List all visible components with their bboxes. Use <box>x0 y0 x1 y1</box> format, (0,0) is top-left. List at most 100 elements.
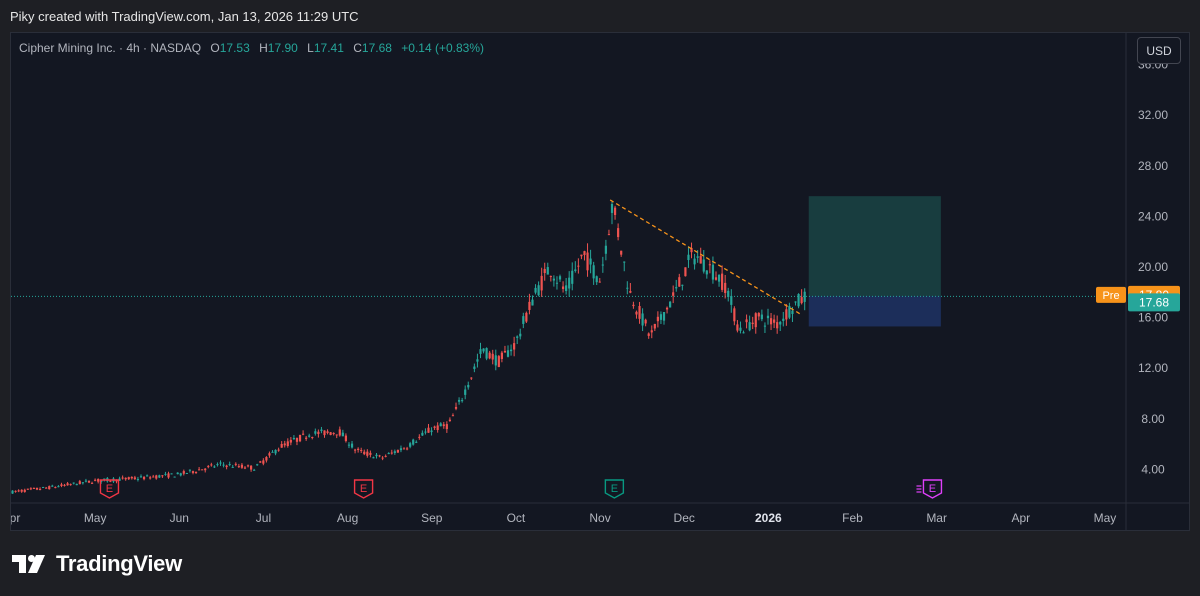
candle-body <box>142 477 146 480</box>
candle-body <box>35 487 39 490</box>
candle-body <box>708 264 711 266</box>
candle-body <box>711 264 715 280</box>
candle-body <box>240 464 244 468</box>
candle-body <box>757 312 760 317</box>
symbol-legend: Cipher Mining Inc. · 4h · NASDAQ O17.53 … <box>19 41 484 55</box>
candle-body <box>246 465 250 467</box>
candle-body <box>222 464 225 466</box>
price-axis-tick: 16.00 <box>1138 311 1168 325</box>
candle-body <box>641 313 644 326</box>
candle-body <box>20 489 23 492</box>
candle-body <box>219 462 222 464</box>
candle-body <box>454 406 458 409</box>
candle-body <box>75 483 78 486</box>
price-axis-tick: 28.00 <box>1138 159 1168 173</box>
candle-body <box>424 431 427 433</box>
candle-body <box>11 490 14 494</box>
earnings-marker-label: E <box>360 483 367 495</box>
candle-body <box>213 466 216 468</box>
close-value: 17.68 <box>361 41 392 55</box>
candle-body <box>152 476 155 478</box>
open-label: O <box>210 41 220 55</box>
candle-body <box>457 399 461 402</box>
candle-body <box>42 486 45 488</box>
last-price-label: 17.68 <box>1139 295 1169 309</box>
candle-body <box>347 444 351 446</box>
candle-body <box>262 460 265 464</box>
time-axis-tick: Feb <box>842 511 863 525</box>
candle-body <box>176 472 179 475</box>
candle-body <box>78 481 81 485</box>
chart-panel[interactable]: 4.00 8.00 12.00 16.00 20.00 24.00 28.00 32.00 36… <box>10 32 1190 531</box>
time-axis-tick: Apr <box>11 511 20 525</box>
candle-body <box>607 234 611 236</box>
candle-body <box>23 489 26 492</box>
candle-body <box>170 473 173 475</box>
candle-body <box>338 429 341 436</box>
candle-body <box>372 457 375 459</box>
candle-body <box>693 258 696 265</box>
candle-body <box>341 432 344 437</box>
candle-body <box>357 448 360 450</box>
candle-body <box>277 449 280 451</box>
candle-body <box>736 324 739 331</box>
candle-body <box>571 270 574 284</box>
candle-body <box>445 424 448 430</box>
candle-body <box>488 352 491 359</box>
candle-body <box>210 464 213 466</box>
candle-body <box>207 466 210 468</box>
candle-body <box>681 284 684 286</box>
tradingview-brand[interactable]: TradingView <box>12 551 182 577</box>
high-label: H <box>259 41 268 55</box>
candle-body <box>375 454 378 457</box>
candle-body <box>390 452 393 454</box>
symbol-title: Cipher Mining Inc. · 4h · NASDAQ <box>19 41 202 55</box>
candle-body <box>794 301 797 303</box>
candle-body <box>381 457 384 459</box>
candle-body <box>797 293 800 307</box>
brand-name: TradingView <box>56 551 182 576</box>
candle-body <box>54 487 57 489</box>
price-chart[interactable]: 4.008.0012.0016.0020.0024.0028.0032.0036… <box>11 33 1190 531</box>
candle-body <box>198 469 201 471</box>
candle-body <box>659 314 663 320</box>
candle-body <box>669 301 672 308</box>
candle-body <box>384 455 387 457</box>
time-axis-tick: Jun <box>170 511 189 525</box>
candle-body <box>721 273 724 290</box>
candle-body <box>470 377 473 379</box>
candle-body <box>326 431 329 433</box>
candle-body <box>482 348 485 352</box>
candle-body <box>776 322 779 329</box>
candle-body <box>534 287 537 293</box>
candle-body <box>409 443 412 447</box>
candle-body <box>503 350 507 353</box>
candle-body <box>387 453 390 455</box>
time-axis-tick: Nov <box>589 511 610 525</box>
time-axis-tick: May <box>84 511 107 525</box>
candle-body <box>301 433 305 435</box>
currency-button[interactable]: USD <box>1137 37 1181 64</box>
candle-body <box>500 352 503 359</box>
candle-body <box>699 256 702 264</box>
candle-body <box>60 484 63 486</box>
candle-body <box>555 282 559 284</box>
earnings-marker-icon <box>922 479 943 499</box>
candle-body <box>540 275 543 291</box>
candle-body <box>522 316 525 324</box>
candle-body <box>149 477 152 479</box>
candle-body <box>305 437 308 439</box>
candle-body <box>97 479 100 482</box>
candle-body <box>601 264 604 266</box>
candle-body <box>656 316 659 322</box>
price-axis-tick: 4.00 <box>1141 462 1165 476</box>
candle-body <box>476 359 479 362</box>
earnings-marker-label: E <box>611 483 618 495</box>
candle-body <box>139 476 143 478</box>
tradingview-logo-icon <box>12 555 45 573</box>
candle-body <box>268 453 271 456</box>
candle-body <box>369 452 372 455</box>
candle-body <box>773 319 776 323</box>
candle-body <box>66 483 69 486</box>
time-axis-tick: Jul <box>256 511 271 525</box>
